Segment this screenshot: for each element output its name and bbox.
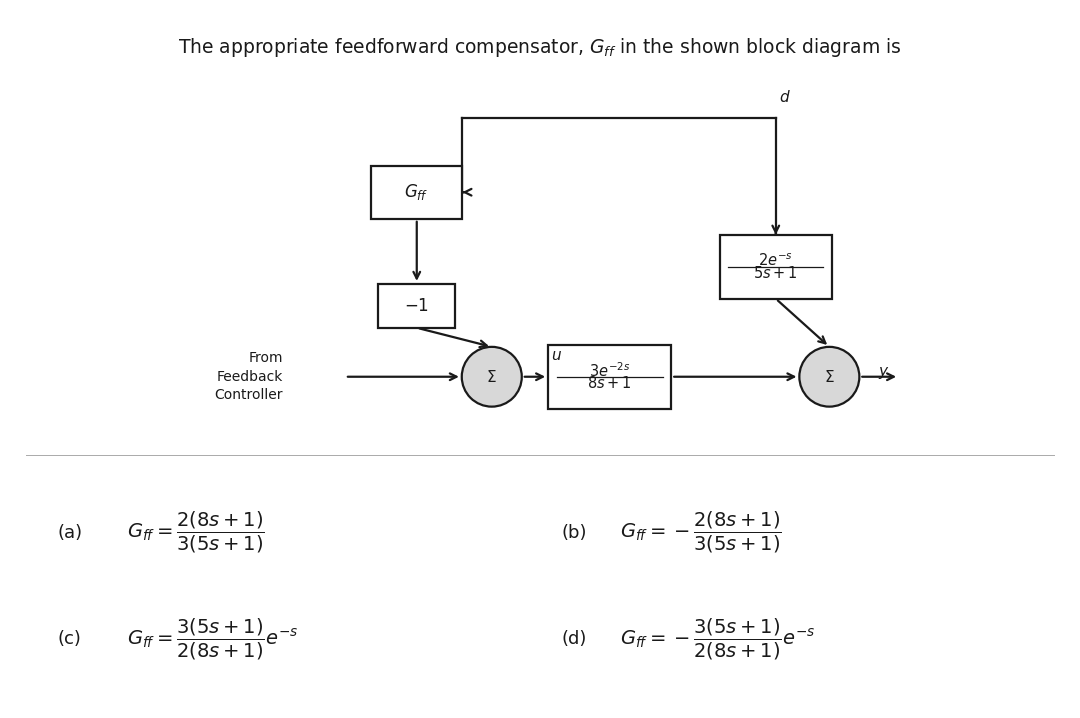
Text: $5s+1$: $5s+1$ <box>754 265 798 281</box>
Text: $8s+1$: $8s+1$ <box>588 375 632 391</box>
Bar <box>719 235 832 299</box>
Text: $3e^{-2s}$: $3e^{-2s}$ <box>589 361 631 380</box>
Text: $G_{ff} = -\dfrac{2(8s+1)}{3(5s+1)}$: $G_{ff} = -\dfrac{2(8s+1)}{3(5s+1)}$ <box>620 510 782 556</box>
Text: $u$: $u$ <box>551 348 562 363</box>
Text: $2e^{-s}$: $2e^{-s}$ <box>758 252 793 269</box>
Text: $G_{ff} = \dfrac{2(8s+1)}{3(5s+1)}$: $G_{ff} = \dfrac{2(8s+1)}{3(5s+1)}$ <box>127 510 266 556</box>
Text: $d$: $d$ <box>779 89 791 105</box>
Text: (a): (a) <box>57 524 83 542</box>
Text: $\Sigma$: $\Sigma$ <box>486 369 497 385</box>
Text: $G_{ff} = \dfrac{3(5s+1)}{2(8s+1)}e^{-s}$: $G_{ff} = \dfrac{3(5s+1)}{2(8s+1)}e^{-s}… <box>127 617 299 662</box>
Text: From
Feedback
Controller: From Feedback Controller <box>214 351 283 402</box>
Text: $\Sigma$: $\Sigma$ <box>824 369 835 385</box>
Text: $G_{ff} = -\dfrac{3(5s+1)}{2(8s+1)}e^{-s}$: $G_{ff} = -\dfrac{3(5s+1)}{2(8s+1)}e^{-s… <box>620 617 815 662</box>
Ellipse shape <box>799 347 860 406</box>
Text: $-1$: $-1$ <box>404 297 429 314</box>
Text: The appropriate feedforward compensator, $G_{ff}$ in the shown block diagram is: The appropriate feedforward compensator,… <box>178 36 902 59</box>
Text: (c): (c) <box>57 630 82 648</box>
Text: (b): (b) <box>562 524 586 542</box>
Text: (d): (d) <box>562 630 586 648</box>
Bar <box>372 166 462 219</box>
Text: $y$: $y$ <box>878 365 889 381</box>
Text: $G_{ff}$: $G_{ff}$ <box>405 182 429 202</box>
Ellipse shape <box>462 347 522 406</box>
Bar <box>378 284 456 328</box>
Bar <box>548 345 672 409</box>
